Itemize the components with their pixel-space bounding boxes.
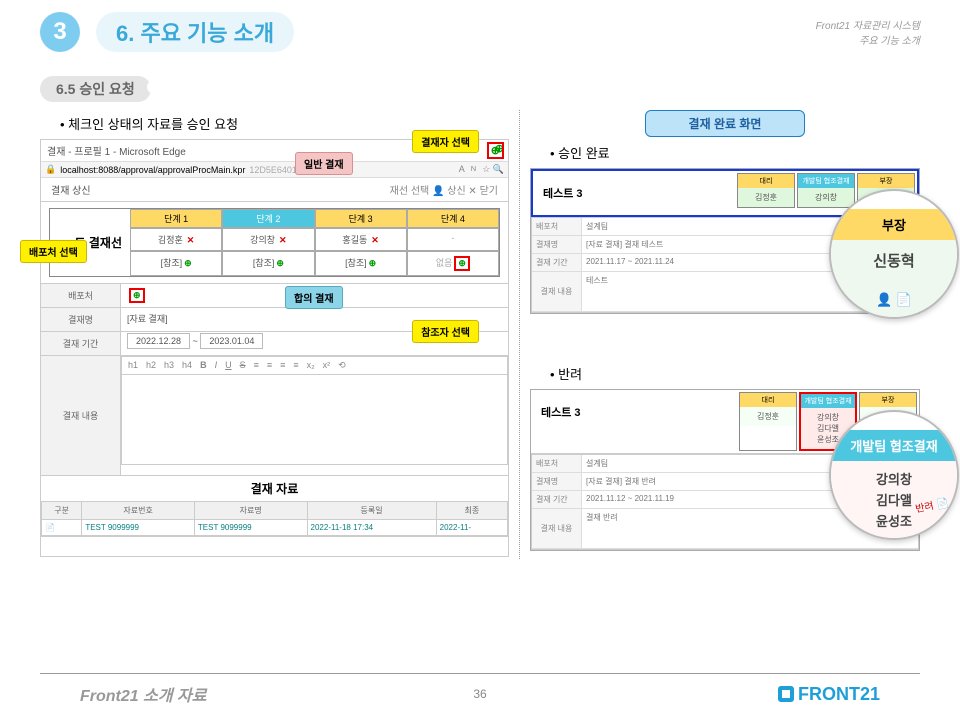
approval-grid: 단계 1 단계 2 ⊕ 단계 3 단계 4 ⊕ 김정훈✕ 강의창✕ 홍길동✕ -…	[130, 209, 499, 276]
footer-left: Front21 소개 자료	[80, 682, 206, 706]
plus-icon[interactable]: ⊕	[129, 288, 145, 303]
th-final: 최종	[436, 502, 507, 520]
plus-icon[interactable]: ⊕	[276, 258, 284, 268]
test-label: 테스트 3	[533, 171, 593, 215]
plus-icon[interactable]: ⊕	[487, 142, 504, 159]
ref-cell-3: [참조]⊕	[315, 251, 407, 276]
zoom-name: 신동혁	[873, 250, 914, 271]
sys-line2: 주요 기능 소개	[816, 32, 920, 47]
test-label: 테스트 3	[531, 390, 591, 434]
browser-window: 결재 - 프로필 1 - Microsoft Edge 🔒 localhost:…	[40, 139, 509, 557]
lock-icon: 🔒	[45, 164, 56, 175]
step-name-3: 홍길동✕	[315, 228, 407, 251]
plus-icon[interactable]: ⊕	[454, 256, 470, 271]
right-badge: 결재 완료 화면	[645, 110, 805, 137]
callout-normal: 일반 결재	[295, 152, 353, 175]
step-box: 대리 김정훈	[739, 392, 797, 451]
step-name-2: 강의창✕	[222, 228, 314, 251]
period-label: 결재 기간	[41, 332, 121, 355]
dist-label: 배포처	[41, 284, 121, 307]
table-row[interactable]: 📄 TEST 9099999 TEST 9099999 2022-11-18 1…	[42, 520, 508, 536]
ref-cell-2: [참조]⊕	[222, 251, 314, 276]
step-box: 개발팀 협조결재 강의창	[797, 173, 855, 208]
doc-label: 결재 상신	[51, 182, 91, 197]
cell-final: 2022-11-	[436, 520, 507, 536]
footer-logo: FRONT21	[778, 684, 880, 705]
logo-icon	[778, 686, 794, 702]
th-no: 자료번호	[82, 502, 195, 520]
subsection-title: 6.5 승인 요청	[40, 76, 151, 102]
callout-dist: 배포처 선택	[20, 240, 87, 263]
plus-icon[interactable]: ⊕	[184, 258, 192, 268]
date-to[interactable]: 2023.01.04	[200, 333, 263, 349]
step-head-2: 단계 2 ⊕	[222, 209, 314, 228]
th-date: 등록일	[307, 502, 436, 520]
callout-approver: 결재자 선택	[412, 130, 479, 153]
header-right: Front21 자료관리 시스템 주요 기능 소개	[816, 17, 920, 47]
content-label: 결재 내용	[41, 356, 121, 475]
sys-line1: Front21 자료관리 시스템	[816, 17, 920, 32]
zoom-head: 개발팀 협조결재	[831, 430, 957, 461]
doc-right-actions[interactable]: 재선 선택 👤 상신 ✕ 닫기	[390, 182, 498, 197]
url-host: localhost:8088/approval/approvalProcMain…	[60, 165, 245, 175]
editor-toolbar[interactable]: h1h2h3h4 BIUS ≡≡≡≡ x₂x²⟲	[121, 356, 508, 375]
ref-cell-1: [참조]⊕	[130, 251, 222, 276]
name-label: 결재명	[41, 308, 121, 331]
zoom-complete: 부장 신동혁 👤 📄	[829, 189, 959, 319]
footer-page: 36	[473, 687, 486, 701]
cell-name: TEST 9099999	[194, 520, 307, 536]
remove-icon[interactable]: ✕	[371, 235, 379, 245]
ref-cell-4: 없음⊕	[407, 251, 499, 276]
complete-bullet: 승인 완료	[550, 143, 920, 162]
cell-icon: 📄	[42, 520, 82, 536]
reject-bullet: 반려	[550, 364, 920, 383]
address-bar[interactable]: 🔒 localhost:8088/approval/approvalProcMa…	[41, 162, 508, 178]
data-table: 구분 자료번호 자료명 등록일 최종 📄 TEST 9099999 TEST 9…	[41, 501, 508, 536]
step-box: 대리 김정훈	[737, 173, 795, 208]
remove-icon[interactable]: ✕	[187, 235, 195, 245]
callout-agree: 합의 결재	[285, 286, 343, 309]
editor-body[interactable]	[121, 375, 508, 465]
date-from[interactable]: 2022.12.28	[127, 333, 190, 349]
complete-panel: 테스트 3 대리 김정훈 개발팀 협조결재 강의창 부장 신동혁	[530, 168, 920, 314]
step-head-1: 단계 1	[130, 209, 222, 228]
plus-icon[interactable]: ⊕	[369, 258, 377, 268]
addr-icons: AN ☆ 🔍	[459, 164, 504, 175]
zoom-reject: 개발팀 협조결재 강의창 김다앨 윤성조 반려 📄	[829, 410, 959, 540]
callout-ref: 참조자 선택	[412, 320, 479, 343]
th-type: 구분	[42, 502, 82, 520]
remove-icon[interactable]: ✕	[279, 235, 287, 245]
th-name: 자료명	[194, 502, 307, 520]
user-icon: 👤 📄	[876, 292, 912, 308]
data-section-title: 결재 자료	[41, 475, 508, 501]
step-name-4: -	[407, 228, 499, 251]
step-head-4: 단계 4 ⊕	[407, 209, 499, 228]
cell-date: 2022-11-18 17:34	[307, 520, 436, 536]
zoom-head: 부장	[831, 209, 957, 240]
step-name-1: 김정훈✕	[130, 228, 222, 251]
step-head-3: 단계 3	[315, 209, 407, 228]
reject-panel: 테스트 3 대리 김정훈 개발팀 협조결재 강의창 김다앨 윤성조	[530, 389, 920, 551]
chapter-badge: 3	[40, 12, 80, 52]
cell-no: TEST 9099999	[82, 520, 195, 536]
chapter-title: 6. 주요 기능 소개	[96, 12, 294, 52]
